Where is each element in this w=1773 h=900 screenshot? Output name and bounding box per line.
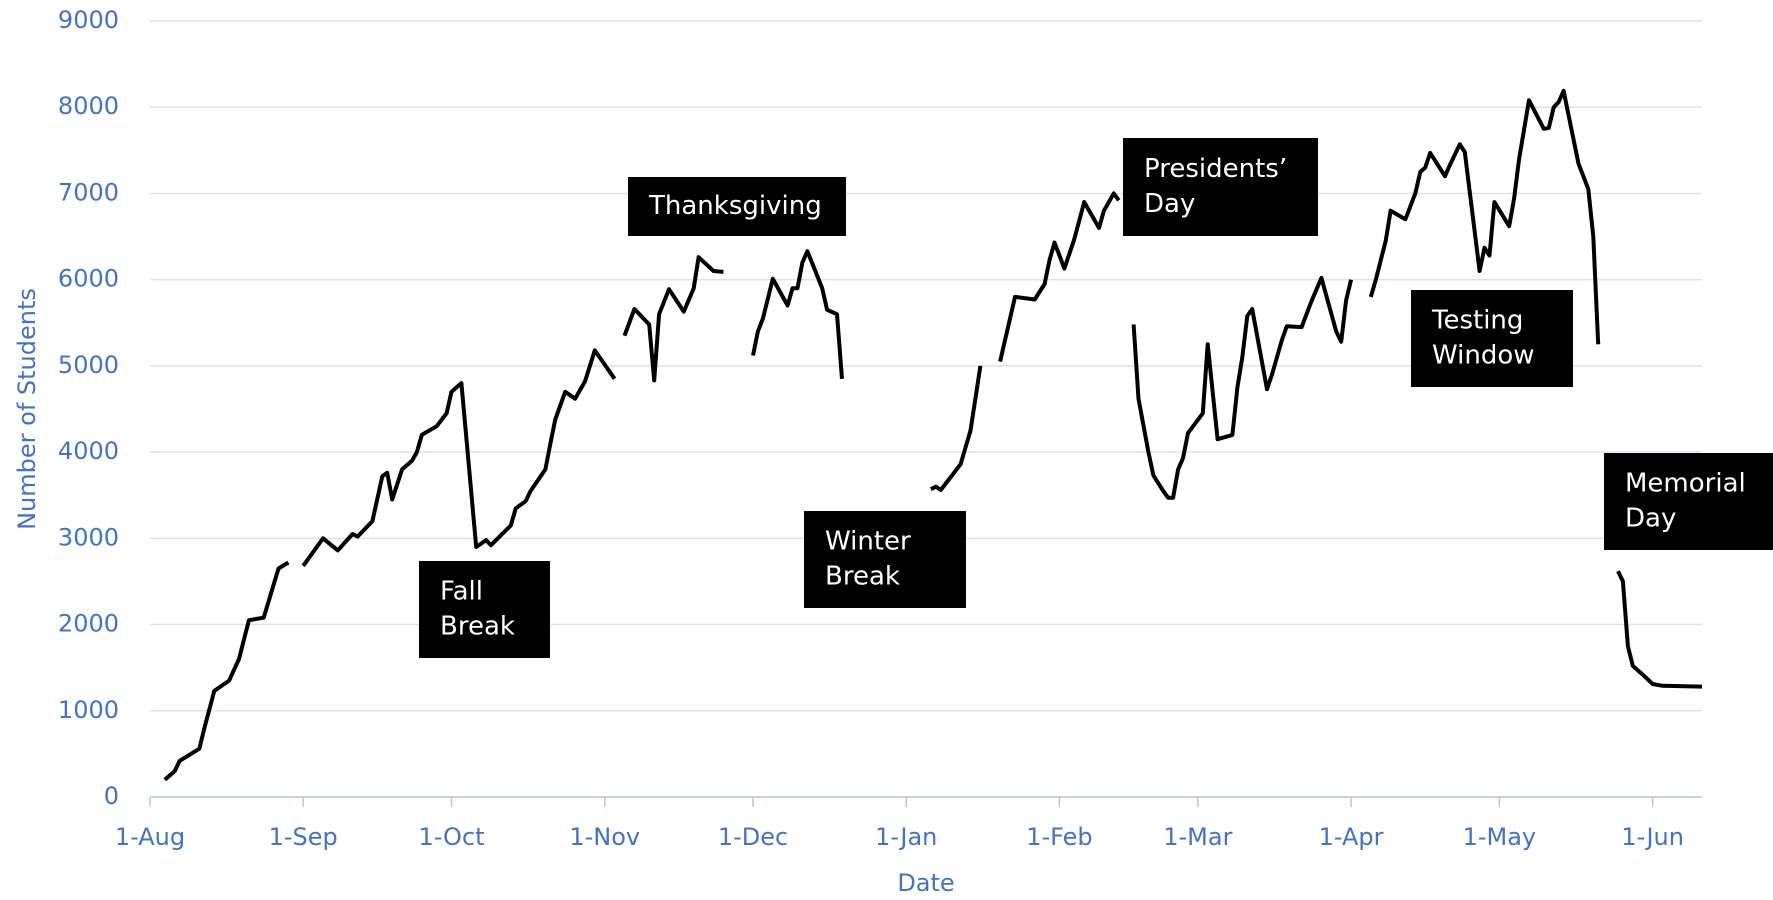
annotation-text: Testing xyxy=(1431,306,1523,336)
annotation: Thanksgiving xyxy=(628,177,846,236)
x-tick-label: 1-Jan xyxy=(875,823,937,851)
annotation: Fall Break xyxy=(419,561,550,658)
y-tick-label: 2000 xyxy=(58,610,119,638)
x-tick-label: 1-May xyxy=(1463,823,1537,851)
y-tick-label: 4000 xyxy=(58,437,119,465)
annotation-text: Winter xyxy=(825,527,911,557)
annotation-text: Break xyxy=(440,612,515,642)
y-tick-label: 1000 xyxy=(58,696,119,724)
annotation-text: Fall xyxy=(440,577,483,607)
x-tick-label: 1-Sep xyxy=(269,823,338,851)
annotation-text: Window xyxy=(1432,341,1535,371)
annotation-text: Break xyxy=(825,562,900,592)
annotation: Memorial Day xyxy=(1604,453,1773,550)
annotation: Presidents’ Day xyxy=(1123,138,1318,236)
y-axis-title: Number of Students xyxy=(13,288,41,530)
annotation-box xyxy=(1123,138,1318,236)
annotation-box xyxy=(419,561,550,658)
annotation-box xyxy=(628,177,846,236)
x-tick-label: 1-Dec xyxy=(718,823,788,851)
annotation-text: Memorial xyxy=(1625,469,1746,499)
y-tick-label: 0 xyxy=(104,782,119,810)
annotation-text: Presidents’ xyxy=(1144,154,1287,184)
annotation-text: Day xyxy=(1144,189,1195,219)
y-tick-label: 8000 xyxy=(58,92,119,120)
y-tick-label: 7000 xyxy=(58,178,119,206)
y-tick-label: 6000 xyxy=(58,265,119,293)
y-tick-label: 3000 xyxy=(58,523,119,551)
x-tick-label: 1-Jun xyxy=(1621,823,1684,851)
annotation-box xyxy=(1604,453,1773,550)
annotation-box xyxy=(804,511,966,608)
annotation: Testing Window xyxy=(1411,290,1573,387)
x-tick-label: 1-Mar xyxy=(1163,823,1232,851)
x-tick-label: 1-Apr xyxy=(1319,823,1384,851)
x-tick-label: 1-Oct xyxy=(418,823,484,851)
annotation-text: Thanksgiving xyxy=(648,191,822,221)
x-tick-label: 1-Aug xyxy=(115,823,185,851)
annotation-box xyxy=(1411,290,1573,387)
x-tick-label: 1-Nov xyxy=(569,823,640,851)
y-tick-label: 5000 xyxy=(58,351,119,379)
x-tick-label: 1-Feb xyxy=(1026,823,1092,851)
data-line xyxy=(163,88,1703,782)
x-axis-title: Date xyxy=(897,869,954,897)
annotation: Winter Break xyxy=(804,511,966,608)
annotation-text: Day xyxy=(1625,504,1676,534)
y-tick-label: 9000 xyxy=(58,6,119,34)
